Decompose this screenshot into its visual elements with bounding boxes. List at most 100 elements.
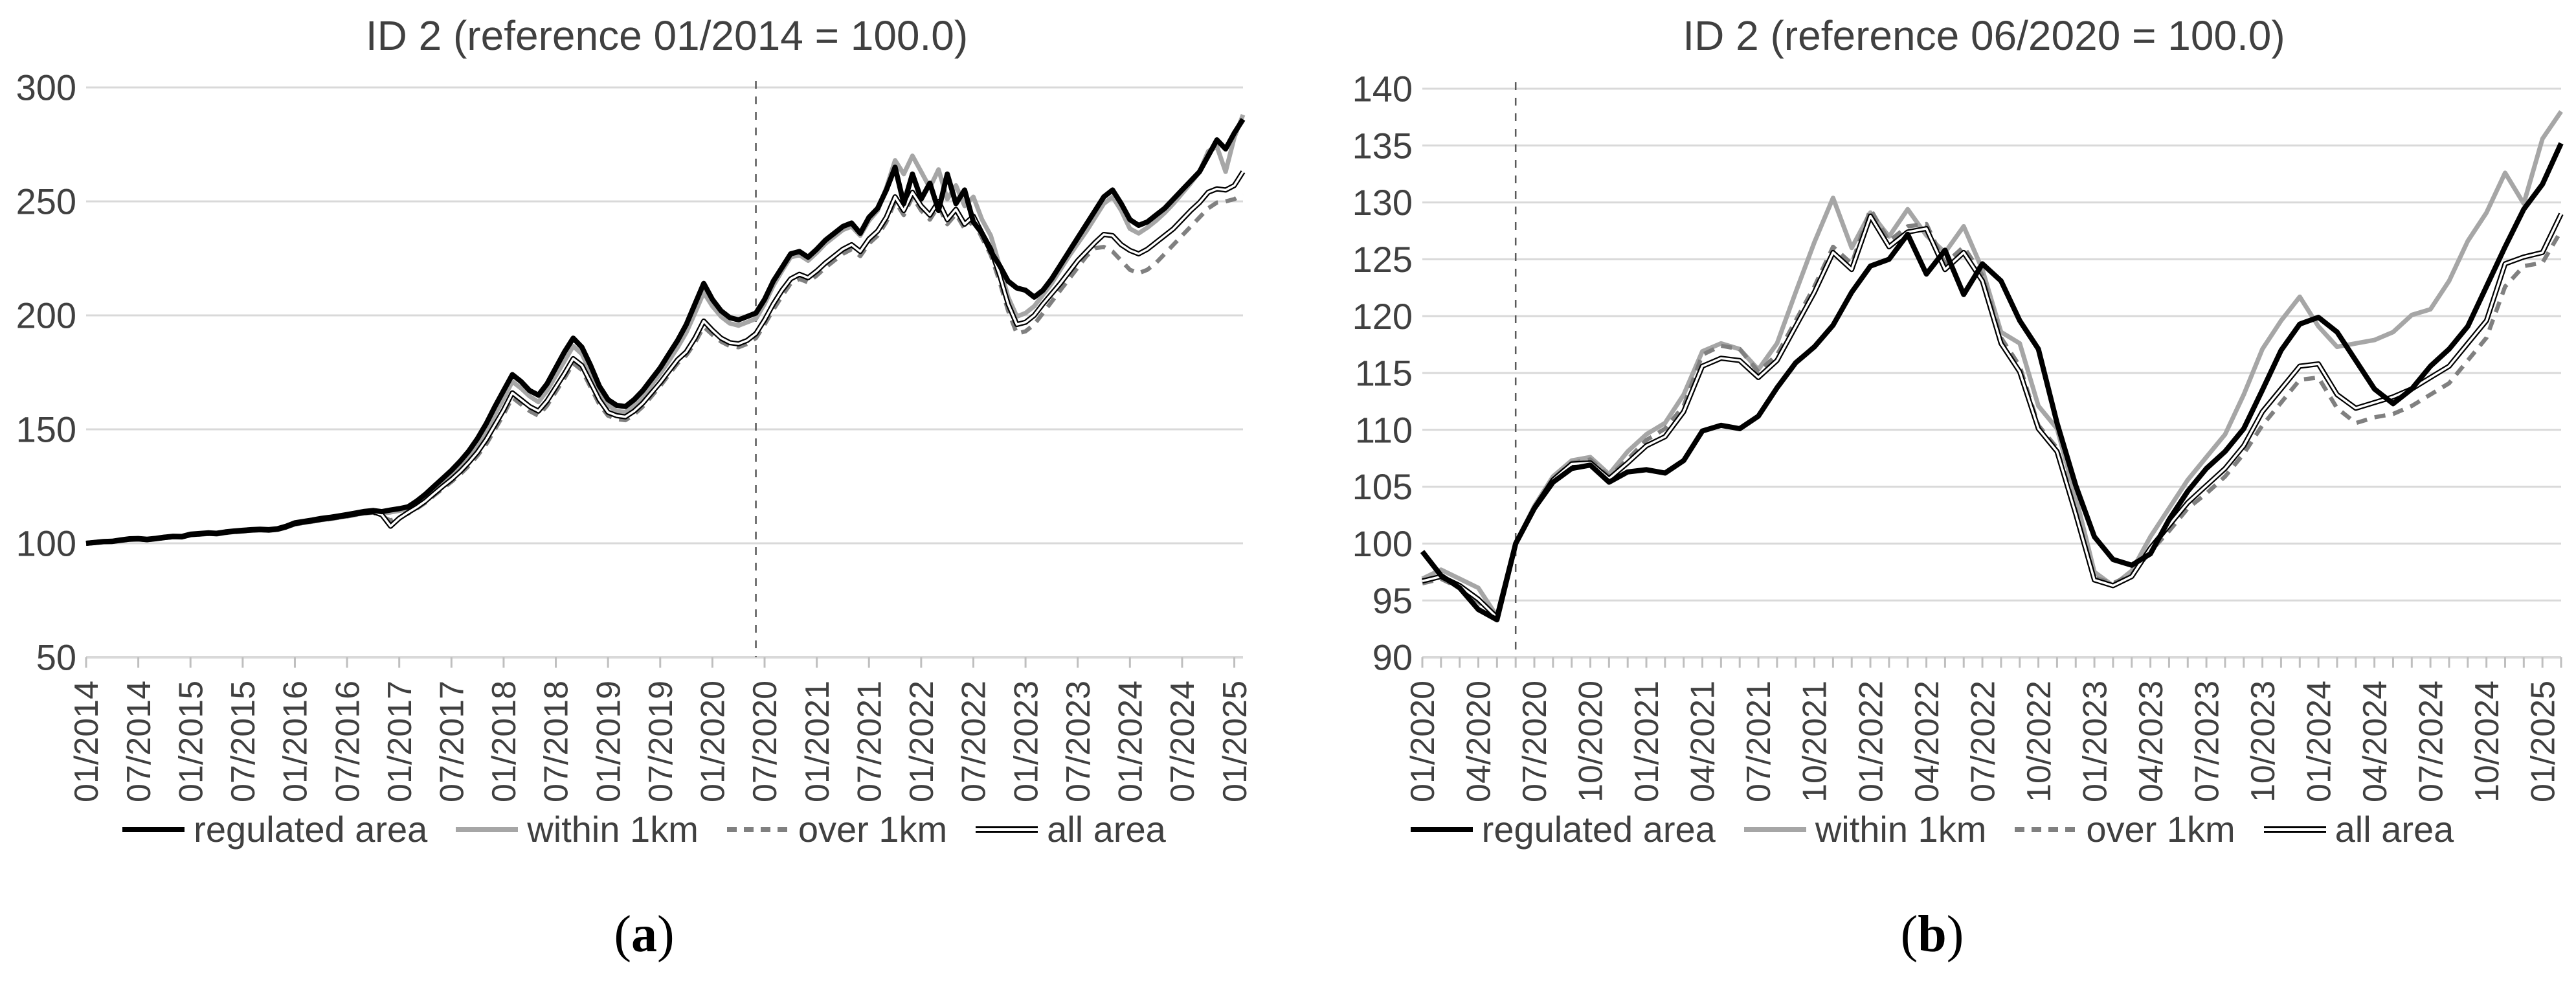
chart-a-caption: (a) xyxy=(0,905,1288,964)
x-tick-label-07/2018: 07/2018 xyxy=(538,681,576,802)
x-tick-label-04/2022: 04/2022 xyxy=(1909,681,1946,802)
x-tick-label-01/2025: 01/2025 xyxy=(2524,681,2562,802)
x-tick-label-04/2024: 04/2024 xyxy=(2357,681,2394,802)
y-tick-label-100: 100 xyxy=(1352,523,1413,564)
x-tick-label-10/2024: 10/2024 xyxy=(2469,681,2506,802)
x-tick-label-07/2017: 07/2017 xyxy=(434,681,471,802)
y-tick-label-105: 105 xyxy=(1352,466,1413,507)
legend-item-regulated-area: regulated area xyxy=(122,808,427,850)
chart-b-caption: (b) xyxy=(1288,905,2576,964)
x-tick-label-07/2020: 07/2020 xyxy=(746,681,784,802)
x-tick-label-07/2016: 07/2016 xyxy=(329,681,366,802)
y-tick-label-110: 110 xyxy=(1355,409,1413,450)
legend-line-sample-dashed xyxy=(726,826,789,832)
x-tick-label-10/2023: 10/2023 xyxy=(2245,681,2282,802)
chart-a-title: ID 2 (reference 01/2014 = 100.0) xyxy=(365,12,969,59)
legend-item-regulated-area: regulated area xyxy=(1410,808,1716,850)
x-tick-label-01/2017: 01/2017 xyxy=(381,681,419,802)
caption-paren-open: ( xyxy=(1900,906,1918,963)
x-tick-label-01/2023: 01/2023 xyxy=(2076,681,2114,802)
legend-item-over-1km: over 1km xyxy=(2015,808,2235,850)
legend-label: within 1km xyxy=(527,809,699,850)
x-tick-label-07/2021: 07/2021 xyxy=(851,681,888,802)
y-tick-label-125: 125 xyxy=(1352,239,1413,280)
chart-b-title: ID 2 (reference 06/2020 = 100.0) xyxy=(1683,12,2285,59)
legend-item-all-area: all area xyxy=(976,808,1166,850)
legend-line-sample-solid xyxy=(1743,826,1806,832)
y-tick-label-120: 120 xyxy=(1352,296,1413,337)
legend-item-over-1km: over 1km xyxy=(726,808,948,850)
x-tick-label-01/2019: 01/2019 xyxy=(590,681,627,802)
x-tick-label-01/2022: 01/2022 xyxy=(903,681,941,802)
legend-line-sample-solid xyxy=(456,826,519,832)
x-tick-label-01/2020: 01/2020 xyxy=(695,681,732,802)
x-tick-label-01/2014: 01/2014 xyxy=(68,681,106,802)
y-tick-label-115: 115 xyxy=(1355,353,1413,394)
legend-label: regulated area xyxy=(1481,809,1716,850)
x-tick-label-07/2019: 07/2019 xyxy=(642,681,680,802)
x-tick-label-07/2020: 07/2020 xyxy=(1516,681,1554,802)
x-tick-label-01/2021: 01/2021 xyxy=(799,681,836,802)
chart-panel-a: ID 2 (reference 01/2014 = 100.0) 300 250 2… xyxy=(0,12,1288,964)
y-tick-label-150: 150 xyxy=(16,409,76,450)
legend-label: over 1km xyxy=(798,809,948,850)
legend-label: within 1km xyxy=(1815,809,1987,850)
y-tick-label-300: 300 xyxy=(16,67,76,108)
x-tick-label-07/2024: 07/2024 xyxy=(1164,681,1202,802)
legend-item-within-1km: within 1km xyxy=(456,808,699,850)
x-tick-label-01/2024: 01/2024 xyxy=(2300,681,2338,802)
x-tick-label-07/2022: 07/2022 xyxy=(956,681,993,802)
legend-line-sample-solid-thick xyxy=(122,826,185,832)
y-tick-label-50: 50 xyxy=(36,637,76,678)
series-line-all-area-inner xyxy=(1422,213,2562,619)
series-line-regulated-area xyxy=(1420,142,2564,623)
series-line-regulated-area xyxy=(85,118,1246,546)
x-tick-label-01/2023: 01/2023 xyxy=(1007,681,1045,802)
legend-item-all-area: all area xyxy=(2263,808,2454,850)
y-tick-label-130: 130 xyxy=(1352,182,1413,223)
x-tick-label-01/2020: 01/2020 xyxy=(1404,681,1442,802)
x-tick-label-07/2015: 07/2015 xyxy=(225,681,262,802)
x-tick-label-01/2018: 01/2018 xyxy=(486,681,523,802)
legend-line-sample-double xyxy=(976,826,1038,833)
x-tick-label-04/2020: 04/2020 xyxy=(1461,681,1498,802)
x-tick-label-01/2015: 01/2015 xyxy=(172,681,210,802)
x-tick-label-10/2021: 10/2021 xyxy=(1797,681,1834,802)
x-tick-label-04/2023: 04/2023 xyxy=(2133,681,2170,802)
x-tick-label-01/2022: 01/2022 xyxy=(1852,681,1890,802)
caption-letter: a xyxy=(631,906,657,963)
y-tick-label-200: 200 xyxy=(16,295,76,336)
x-tick-label-07/2014: 07/2014 xyxy=(120,681,158,802)
y-tick-label-250: 250 xyxy=(16,181,76,222)
caption-paren-close: ) xyxy=(1946,906,1964,963)
y-tick-label-100: 100 xyxy=(16,523,76,564)
legend-line-sample-solid-thick xyxy=(1410,826,1473,832)
chart-b-legend: regulated area within 1km over 1km all area xyxy=(1288,808,2576,850)
chart-a-legend: regulated area within 1km over 1km all area xyxy=(0,808,1288,850)
legend-line-sample-dashed xyxy=(2015,826,2078,832)
y-tick-label-95: 95 xyxy=(1372,580,1413,621)
x-tick-label-04/2021: 04/2021 xyxy=(1685,681,1722,802)
x-tick-label-10/2020: 10/2020 xyxy=(1573,681,1610,802)
chart-panel-b: ID 2 (reference 06/2020 = 100.0) 140 135 1… xyxy=(1288,0,2576,983)
legend-label: all area xyxy=(1047,809,1166,850)
caption-paren-open: ( xyxy=(614,906,631,963)
legend-label: all area xyxy=(2335,809,2454,850)
y-tick-label-90: 90 xyxy=(1372,637,1413,678)
legend-line-sample-double xyxy=(2263,826,2326,833)
series-line-within-1km xyxy=(1421,110,2563,619)
x-tick-label-01/2025: 01/2025 xyxy=(1216,681,1254,802)
x-tick-label-07/2022: 07/2022 xyxy=(1964,681,2002,802)
x-tick-label-07/2023: 07/2023 xyxy=(1060,681,1097,802)
x-tick-label-07/2023: 07/2023 xyxy=(2188,681,2226,802)
legend-label: over 1km xyxy=(2086,809,2235,850)
caption-paren-close: ) xyxy=(657,906,675,963)
legend-label: regulated area xyxy=(194,809,428,850)
y-tick-label-135: 135 xyxy=(1352,125,1413,166)
x-tick-label-07/2021: 07/2021 xyxy=(1740,681,1778,802)
caption-letter: b xyxy=(1918,906,1947,963)
x-tick-label-07/2024: 07/2024 xyxy=(2412,681,2450,802)
x-tick-label-10/2022: 10/2022 xyxy=(2021,681,2058,802)
